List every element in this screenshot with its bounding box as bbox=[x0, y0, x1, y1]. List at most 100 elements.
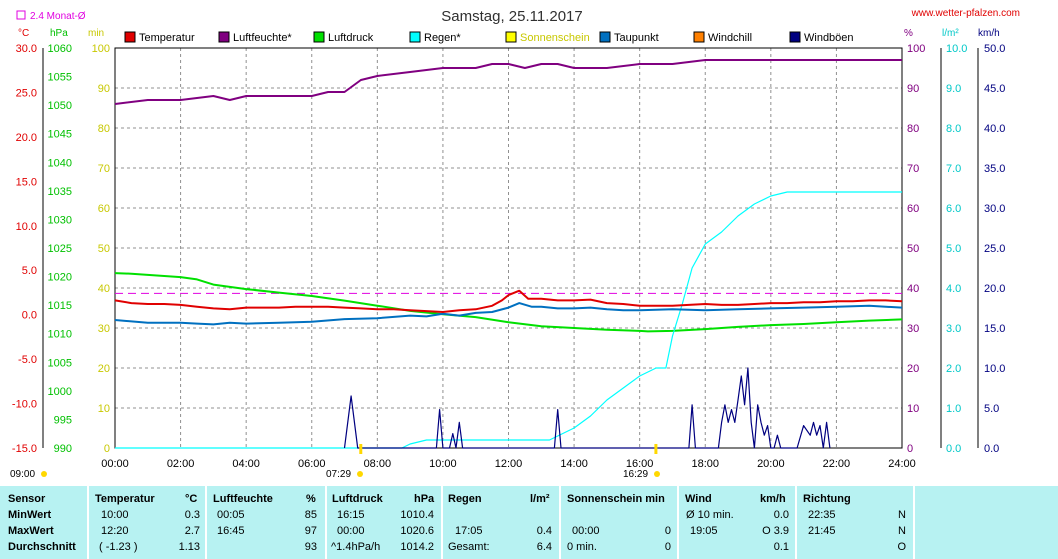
sun-value: 0 bbox=[664, 525, 671, 537]
row-label: Durchschnitt bbox=[8, 541, 76, 553]
sun-markers: 09:00 07:29 16:29 bbox=[10, 469, 660, 480]
col-separator bbox=[913, 486, 915, 559]
header-celsius: °C bbox=[185, 493, 198, 505]
press-tick-label: 1020 bbox=[48, 272, 72, 284]
min-tick-label: 0 bbox=[104, 443, 110, 455]
series-line-taupunkt bbox=[114, 302, 903, 326]
monat-avg-label: 2.4 Monat-Ø bbox=[30, 11, 86, 22]
x-tick-label: 16:00 bbox=[626, 458, 654, 470]
header-temperatur: Temperatur bbox=[95, 493, 155, 505]
pct-tick-label: 30 bbox=[907, 323, 919, 335]
series-group bbox=[114, 59, 903, 454]
header-luftfeuchte: Luftfeuchte bbox=[213, 493, 273, 505]
x-tick-label: 10:00 bbox=[429, 458, 457, 470]
min-tick-label: 10 bbox=[98, 403, 110, 415]
wind-value: 0.0 bbox=[773, 509, 789, 521]
press-tick-label: 1005 bbox=[48, 357, 72, 369]
rain-tick-label: 3.0 bbox=[946, 323, 961, 335]
x-tick-label: 18:00 bbox=[691, 458, 719, 470]
pct-tick-label: 60 bbox=[907, 203, 919, 215]
wind-tick-label: 10.0 bbox=[984, 363, 1005, 375]
pct-tick-label: 0 bbox=[907, 443, 913, 455]
sun-last-icon bbox=[654, 471, 660, 477]
legend-swatch bbox=[409, 31, 421, 43]
table-row: Durchschnitt ( -1.23 ) 1.13 93 ^1.4hPa/h… bbox=[0, 541, 1058, 557]
temp-time: ( -1.23 ) bbox=[99, 541, 138, 553]
temp-tick-label: 15.0 bbox=[16, 176, 37, 188]
legend-swatch bbox=[789, 31, 801, 43]
table-row: MaxWert 12:20 2.7 16:45 97 00:00 1020.6 … bbox=[0, 525, 1058, 541]
col-separator bbox=[325, 486, 327, 559]
min-tick-label: 20 bbox=[98, 363, 110, 375]
press-tick-label: 995 bbox=[54, 414, 72, 426]
dir-value: N bbox=[898, 509, 906, 521]
header-luftdruck: Luftdruck bbox=[332, 493, 383, 505]
press-value: 1014.2 bbox=[400, 541, 434, 553]
x-tick-label: 08:00 bbox=[364, 458, 392, 470]
col-separator bbox=[677, 486, 679, 559]
x-tick-label: 04:00 bbox=[232, 458, 260, 470]
legend-label: Sonnenschein bbox=[520, 32, 590, 44]
min-tick-label: 70 bbox=[98, 163, 110, 175]
monat-avg-icon bbox=[16, 10, 26, 20]
unit-hpa: hPa bbox=[50, 28, 68, 39]
col-separator bbox=[795, 486, 797, 559]
press-tick-label: 1050 bbox=[48, 100, 72, 112]
chart-title: Samstag, 25.11.2017 bbox=[441, 8, 583, 25]
unit-celsius: °C bbox=[18, 28, 29, 39]
row-label: MinWert bbox=[8, 509, 52, 521]
press-tick-label: 1060 bbox=[48, 43, 72, 55]
col-separator bbox=[87, 486, 89, 559]
sun-first-label: 07:29 bbox=[326, 469, 351, 480]
table-row: MinWert 10:00 0.3 00:05 85 16:15 1010.4 … bbox=[0, 509, 1058, 525]
unit-rain: l/m² bbox=[942, 28, 959, 39]
pct-tick-label: 90 bbox=[907, 83, 919, 95]
legend-label: Luftfeuchte* bbox=[233, 32, 292, 44]
hum-value: 85 bbox=[304, 509, 317, 521]
header-richtung: Richtung bbox=[803, 493, 851, 505]
rain-time: 17:05 bbox=[455, 525, 483, 537]
x-tick-label: 24:00 bbox=[888, 458, 916, 470]
pct-tick-label: 20 bbox=[907, 363, 919, 375]
y-axes: 30.0 25.0 20.0 15.0 10.0 5.0 0.0 -5.0 -10.0 -15.0… bbox=[12, 43, 1006, 455]
legend-swatch bbox=[218, 31, 230, 43]
rain-tick-label: 5.0 bbox=[946, 243, 961, 255]
min-tick-label: 60 bbox=[98, 203, 110, 215]
x-axis: 00:00 02:00 04:00 06:00 08:00 10:00 12:00 14:00… bbox=[101, 458, 916, 470]
rain-tick-label: 10.0 bbox=[946, 43, 967, 55]
min-tick-label: 50 bbox=[98, 243, 110, 255]
legend-label: Regen* bbox=[424, 32, 461, 44]
pct-tick-label: 80 bbox=[907, 123, 919, 135]
temp-tick-label: 20.0 bbox=[16, 132, 37, 144]
rain-tick-label: 8.0 bbox=[946, 123, 961, 135]
press-tick-label: 1030 bbox=[48, 214, 72, 226]
website-link[interactable]: www.wetter-pfalzen.com bbox=[911, 8, 1020, 19]
rain-tick-label: 9.0 bbox=[946, 83, 961, 95]
wind-value: O 3.9 bbox=[762, 525, 789, 537]
temp-value: 1.13 bbox=[178, 541, 200, 553]
temp-tick-label: 0.0 bbox=[22, 310, 37, 322]
dir-time: 21:45 bbox=[808, 525, 836, 537]
temp-tick-label: -15.0 bbox=[12, 443, 37, 455]
header-wind: Wind bbox=[685, 493, 712, 505]
min-tick-label: 90 bbox=[98, 83, 110, 95]
temp-tick-label: -5.0 bbox=[18, 354, 37, 366]
legend-swatch bbox=[505, 31, 517, 43]
temp-tick-label: 25.0 bbox=[16, 87, 37, 99]
sunrise-label: 09:00 bbox=[10, 469, 35, 480]
rain-time: Gesamt: bbox=[448, 541, 490, 553]
legend-label: Luftdruck bbox=[328, 32, 374, 44]
x-tick-label: 22:00 bbox=[823, 458, 851, 470]
legend-swatch bbox=[599, 31, 611, 43]
header-hpa: hPa bbox=[414, 493, 435, 505]
unit-kmh: km/h bbox=[978, 28, 1000, 39]
pct-tick-label: 100 bbox=[907, 43, 925, 55]
series-line-temperatur bbox=[114, 289, 903, 313]
press-tick-label: 1055 bbox=[48, 72, 72, 84]
wind-tick-label: 5.0 bbox=[984, 403, 999, 415]
series-line-luftfeuchte bbox=[114, 59, 902, 105]
col-separator bbox=[205, 486, 207, 559]
x-tick-label: 14:00 bbox=[560, 458, 588, 470]
legend-swatch bbox=[313, 31, 325, 43]
wind-tick-label: 50.0 bbox=[984, 43, 1005, 55]
